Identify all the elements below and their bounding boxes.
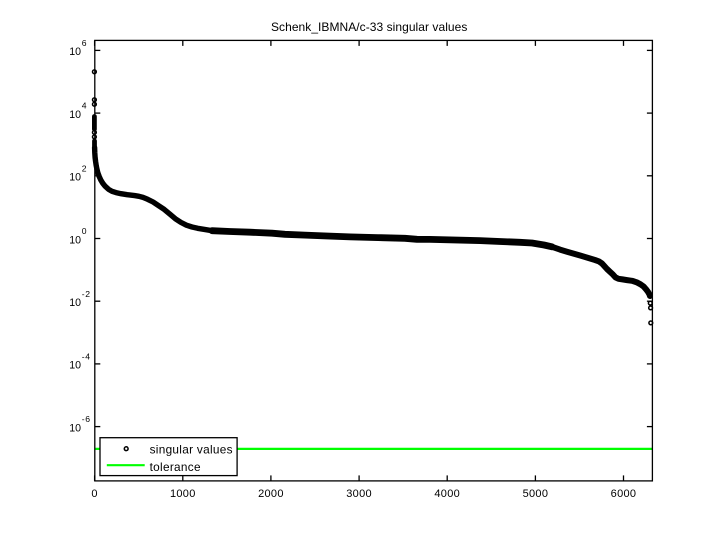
svg-text:0: 0 (91, 488, 97, 500)
svg-text:10: 10 (69, 46, 81, 58)
svg-text:10: 10 (69, 422, 81, 434)
svg-text:10: 10 (69, 360, 81, 372)
svg-text:3000: 3000 (346, 488, 372, 500)
svg-text:Schenk_IBMNA/c-33 singular val: Schenk_IBMNA/c-33 singular values (271, 20, 467, 34)
svg-text:0: 0 (82, 226, 87, 236)
svg-text:10: 10 (69, 172, 81, 184)
svg-text:2000: 2000 (258, 488, 284, 500)
svg-text:10: 10 (69, 109, 81, 121)
svg-text:-2: -2 (82, 289, 91, 299)
svg-text:-6: -6 (82, 414, 91, 424)
svg-text:4000: 4000 (434, 488, 460, 500)
svg-text:2: 2 (82, 163, 87, 173)
svg-text:4: 4 (82, 101, 87, 111)
svg-text:5000: 5000 (523, 488, 549, 500)
svg-text:1000: 1000 (170, 488, 196, 500)
svg-text:-4: -4 (82, 352, 91, 362)
svg-text:10: 10 (69, 297, 81, 309)
svg-text:singular values: singular values (150, 443, 233, 457)
svg-text:10: 10 (69, 234, 81, 246)
svg-text:6: 6 (82, 38, 87, 48)
svg-text:6000: 6000 (611, 488, 637, 500)
svg-text:tolerance: tolerance (150, 460, 201, 474)
